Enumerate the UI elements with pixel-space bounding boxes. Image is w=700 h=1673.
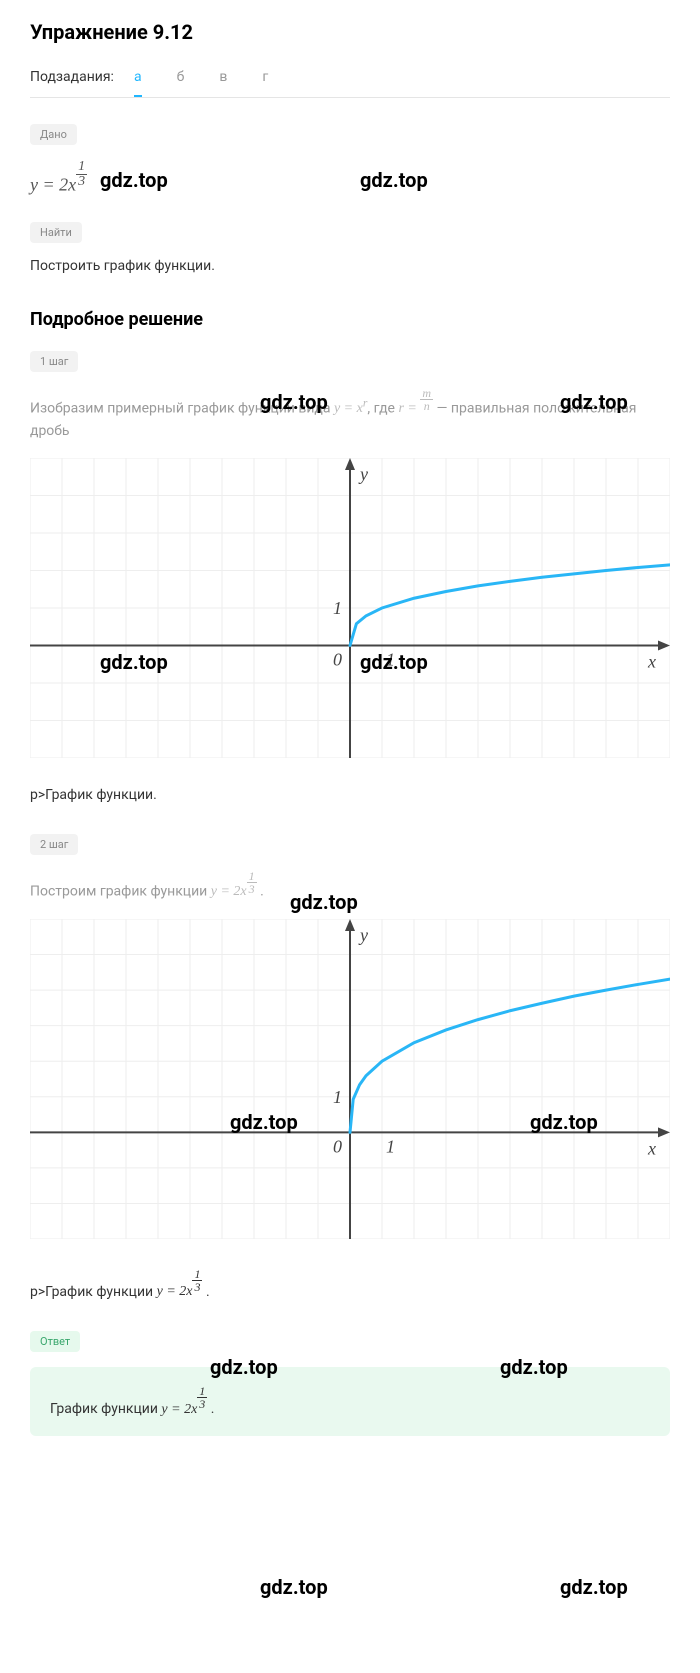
tab-g[interactable]: г [262, 69, 268, 97]
tab-v[interactable]: в [219, 69, 227, 97]
formula-base: y = 2x [30, 175, 76, 195]
find-badge: Найти [30, 222, 82, 243]
svg-text:y: y [358, 464, 368, 484]
step1-math2: r = mn [398, 401, 433, 416]
answer-badge: Ответ [30, 1331, 80, 1352]
svg-text:1: 1 [386, 649, 395, 669]
given-formula: y = 2x13 [30, 160, 670, 196]
step2-section: 2 шаг Построим график функции y = 2x13 .… [30, 833, 670, 1301]
svg-text:y: y [358, 925, 368, 945]
chart1-svg: 0 1 1 x y [30, 458, 670, 758]
step1-text: Изобразим примерный график функции вида … [30, 387, 670, 443]
svg-text:1: 1 [333, 1086, 342, 1106]
solution-header: Подробное решение [30, 309, 670, 330]
chart2: 0 1 1 x y [30, 919, 670, 1243]
watermark: gdz.top [260, 1575, 328, 1599]
chart2-svg: 0 1 1 x y [30, 919, 670, 1239]
given-badge: Дано [30, 124, 77, 145]
answer-box: График функции y = 2x13 . [30, 1367, 670, 1436]
page-title: Упражнение 9.12 [30, 20, 670, 44]
watermark: gdz.top [560, 1575, 628, 1599]
svg-text:x: x [647, 1138, 656, 1158]
subtabs-row: Подзадания: а б в г [30, 69, 670, 98]
find-section: Найти Построить график функции. [30, 221, 670, 274]
step1-badge: 1 шаг [30, 351, 78, 372]
step1-caption: p>График функции. [30, 787, 670, 803]
formula-exponent: 13 [76, 160, 87, 189]
svg-text:1: 1 [333, 598, 342, 618]
answer-section: Ответ График функции y = 2x13 . [30, 1330, 670, 1436]
page-root: Упражнение 9.12 Подзадания: а б в г Дано… [30, 20, 670, 1436]
svg-text:0: 0 [333, 1136, 342, 1156]
chart1: 0 1 1 x y [30, 458, 670, 762]
step2-caption: p>График функции y = 2x13 . [30, 1268, 670, 1301]
tab-a[interactable]: а [134, 69, 142, 97]
step1-math1: y = xr [334, 401, 367, 416]
tab-b[interactable]: б [177, 69, 185, 97]
step2-badge: 2 шаг [30, 834, 78, 855]
svg-text:0: 0 [333, 649, 342, 669]
svg-text:x: x [647, 651, 656, 671]
find-text: Построить график функции. [30, 258, 670, 274]
step1-section: 1 шаг Изобразим примерный график функции… [30, 350, 670, 803]
step2-math: y = 2x13 [211, 884, 257, 899]
svg-text:1: 1 [386, 1136, 395, 1156]
subtabs: а б в г [134, 69, 268, 97]
step2-text: Построим график функции y = 2x13 . [30, 870, 670, 904]
subtabs-label: Подзадания: [30, 69, 114, 95]
given-section: Дано y = 2x13 [30, 123, 670, 196]
